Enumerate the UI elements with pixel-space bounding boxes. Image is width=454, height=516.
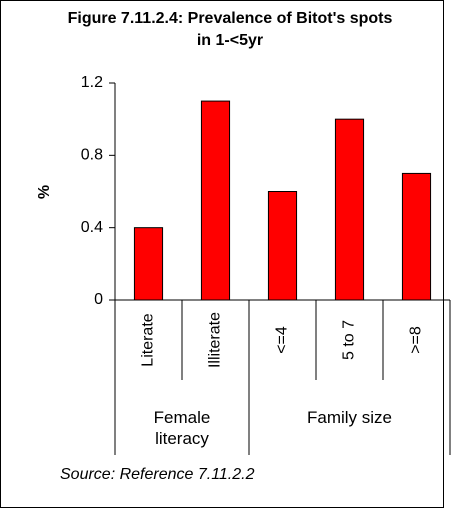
bar — [334, 118, 365, 301]
y-axis-label: % — [36, 185, 53, 199]
group-label: Female literacy — [153, 408, 211, 448]
bar — [401, 172, 432, 301]
bar — [200, 100, 231, 301]
chart-border — [0, 0, 444, 508]
x-tick-label: 5 to 7 — [341, 320, 358, 360]
x-tick-label: >=8 — [408, 326, 425, 354]
source-note: Source: Reference 7.11.2.2 — [60, 466, 255, 483]
y-tick-label: 0.4 — [81, 219, 103, 236]
group-label: Family size — [306, 408, 392, 427]
chart-title: Figure 7.11.2.4: Prevalence of Bitot's s… — [67, 10, 393, 49]
y-tick-label: 1.2 — [81, 74, 103, 91]
x-tick-label: Illiterate — [207, 312, 224, 368]
x-tick-label: <=4 — [274, 326, 291, 354]
x-tick-label: Literate — [140, 313, 157, 366]
bar — [133, 227, 164, 301]
y-tick-label: 0.8 — [81, 147, 103, 164]
y-tick-label: 0 — [94, 291, 103, 308]
bar — [267, 191, 298, 301]
